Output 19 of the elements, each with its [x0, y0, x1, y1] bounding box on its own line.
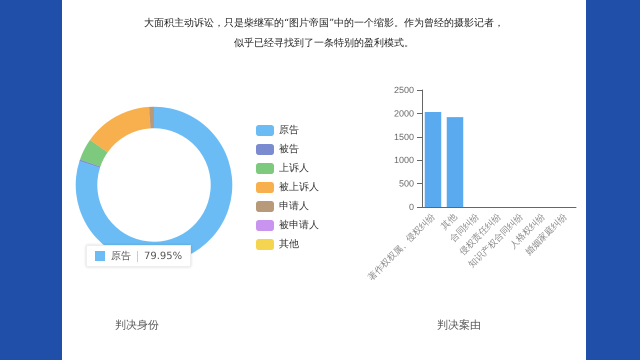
y-tick-label: 2500: [394, 85, 414, 95]
legend-label: 申请人: [279, 200, 309, 212]
text: 判决案由: [437, 318, 481, 332]
legend-label: 上诉人: [279, 162, 309, 174]
y-tick-label: 500: [398, 178, 414, 189]
data-label: 79.95%: [137, 250, 182, 262]
legend-label: 被上诉人: [279, 181, 319, 193]
legend-label: 被告: [279, 143, 299, 155]
category-label: 原告: [279, 125, 299, 136]
y-tick-label: 0: [408, 202, 414, 212]
text: 大面积主动诉讼，只是柴继军的“图片帝国”中的一个缩影。作为曾经的摄影记者，: [142, 16, 506, 31]
y-tick-label: 1000: [394, 155, 414, 166]
text: 似乎已经寻找到了一条特别的盈利模式。: [233, 36, 415, 51]
text: 判决身份: [115, 318, 159, 332]
x-tick-label: 著作权权属、侵权纠纷: [366, 211, 437, 282]
y-tick-label: 1500: [394, 132, 414, 142]
legend-label: 原告: [111, 250, 131, 263]
legend-label: 被申请人: [279, 219, 319, 231]
y-tick-label: 2000: [394, 108, 414, 118]
